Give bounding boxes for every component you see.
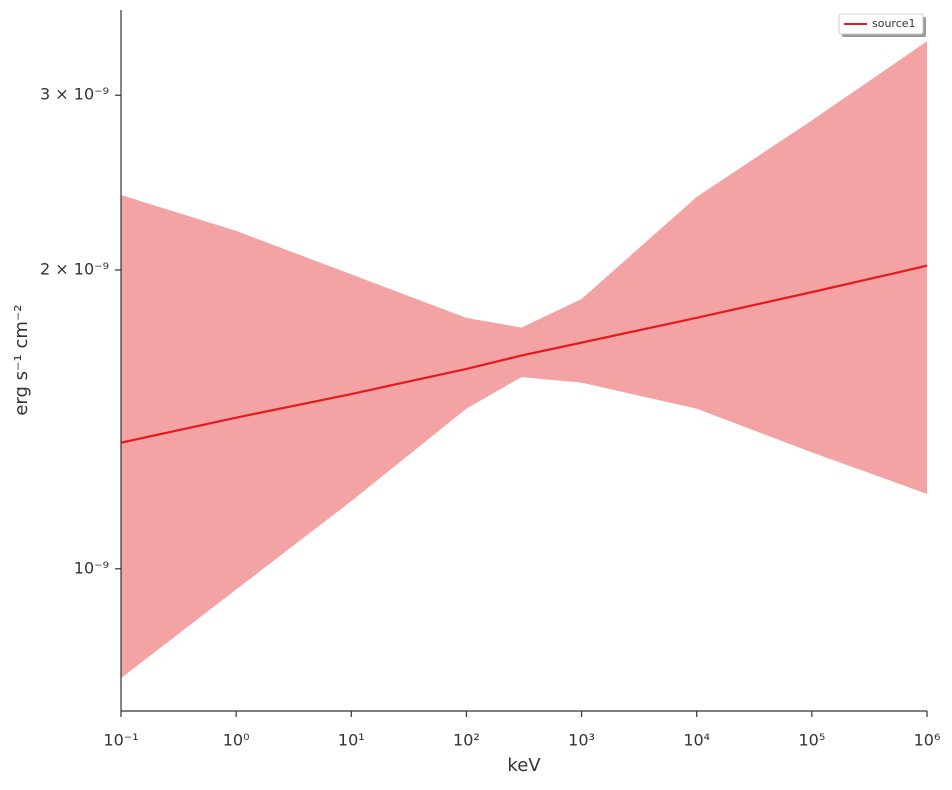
- legend-box: [838, 13, 924, 35]
- x-tick-label: 10⁴: [683, 731, 710, 750]
- y-axis-label: erg s⁻¹ cm⁻²: [11, 304, 32, 415]
- x-tick-label: 10²: [453, 731, 480, 750]
- confidence-band: [121, 41, 927, 679]
- x-tick-label: 10³: [568, 731, 595, 750]
- y-tick-label: 3 × 10⁻⁹: [40, 85, 109, 104]
- x-tick-label: 10¹: [338, 731, 365, 750]
- x-tick-label: 10⁰: [223, 731, 250, 750]
- x-tick-label: 10⁶: [914, 731, 941, 750]
- series-line: [120, 264, 928, 444]
- x-tick-label: 10⁻¹: [103, 731, 138, 750]
- x-tick-label: 10⁵: [798, 731, 825, 750]
- y-tick-label: 2 × 10⁻⁹: [40, 260, 109, 279]
- x-axis-label: keV: [507, 755, 541, 776]
- y-tick-label: 10⁻⁹: [74, 558, 109, 577]
- legend-label: source1: [872, 17, 916, 30]
- legend: source1: [838, 13, 926, 37]
